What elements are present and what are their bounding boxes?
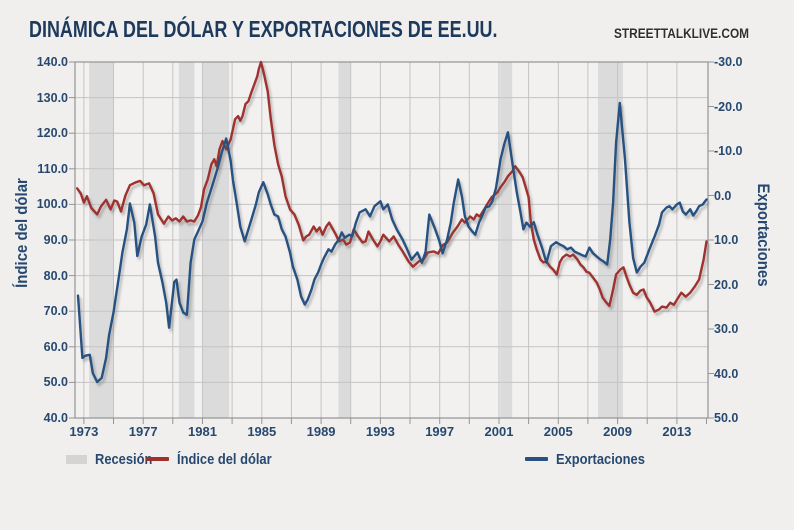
axis-tick-label: 30.0	[714, 322, 739, 336]
legend-item-exports: Exportaciones	[525, 448, 659, 470]
axis-tick-label: 1993	[365, 424, 395, 439]
axis-tick-label: -30.0	[714, 55, 743, 69]
legend-item-recession: Recesión	[66, 448, 162, 470]
axis-tick-label: 70.0	[43, 304, 68, 319]
axis-tick-label: 1985	[247, 424, 277, 439]
legend-label-recession: Recesión	[95, 450, 153, 468]
y-left-axis-title: Índice del dólar	[12, 178, 31, 288]
legend-item-dollar-index: Índice del dólar	[146, 448, 287, 470]
axis-tick-label: 2001	[484, 424, 514, 439]
watermark: STREETTALKLIVE.COM	[614, 26, 750, 41]
chart-title: DINÁMICA DEL DÓLAR Y EXPORTACIONES DE EE…	[29, 16, 498, 42]
axis-tick-label: 90.0	[43, 233, 68, 247]
axis-tick-label: 80.0	[43, 268, 68, 283]
axis-tick-label: 2013	[662, 424, 692, 439]
axis-tick-label: 1977	[128, 424, 158, 439]
exports-line	[76, 101, 708, 384]
legend-label-exports: Exportaciones	[556, 450, 645, 468]
axis-tick-label: -20.0	[714, 99, 743, 114]
axis-tick-label: 50.0	[714, 411, 739, 425]
axis-tick-label: 40.0	[714, 366, 739, 381]
axis-tick-label: 1981	[188, 424, 217, 439]
dollar-index-line-swatch-icon	[146, 457, 169, 461]
axis-tick-label: 1973	[69, 424, 99, 439]
axis-tick-label: 2009	[603, 424, 633, 439]
dollar-index-line	[75, 60, 708, 313]
axis-tick-label: 130.0	[36, 90, 68, 105]
y-right-axis-title: Exportaciones	[754, 183, 773, 287]
axis-tick-label: 2005	[543, 424, 573, 439]
recession-swatch-icon	[66, 454, 87, 464]
axis-tick-label: 100.0	[36, 197, 68, 212]
axis-tick-label: 140.0	[36, 55, 68, 69]
axis-tick-label: 10.0	[714, 233, 739, 247]
axis-tick-label: 20.0	[714, 277, 739, 292]
axis-tick-label: 60.0	[43, 339, 68, 354]
axis-tick-label: 120.0	[36, 126, 68, 141]
axis-tick-label: -10.0	[714, 144, 743, 158]
axis-tick-label: 50.0	[43, 375, 68, 390]
axis-tick-label: 1989	[306, 424, 336, 439]
exports-line-swatch-icon	[525, 457, 548, 461]
axis-tick-label: 40.0	[43, 411, 68, 425]
axis-tick-label: 1997	[425, 424, 455, 439]
axis-tick-label: 110.0	[37, 161, 68, 176]
legend-label-dollar-index: Índice del dólar	[177, 450, 272, 468]
axis-tick-label: 0.0	[714, 188, 732, 203]
